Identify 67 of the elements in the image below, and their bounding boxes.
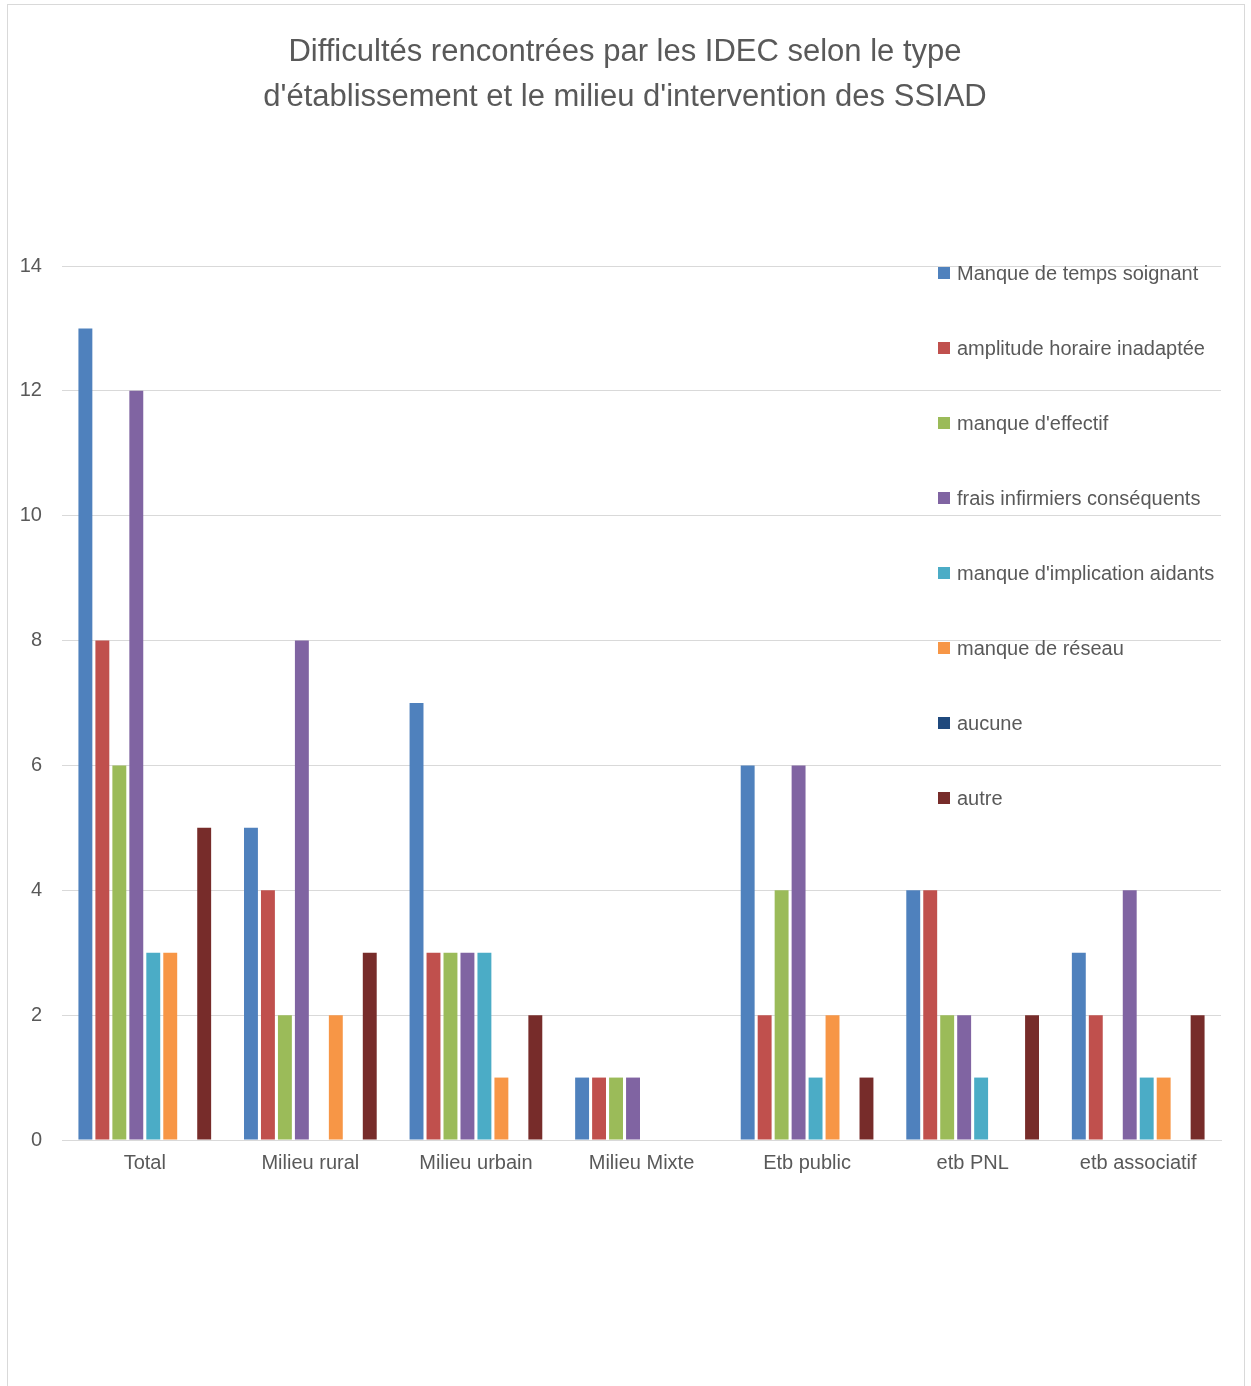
bar <box>957 1015 972 1140</box>
bar <box>791 765 806 1140</box>
bar <box>1088 1015 1103 1140</box>
bar <box>477 952 492 1140</box>
legend-label: frais infirmiers conséquents <box>957 487 1201 510</box>
bar <box>592 1077 607 1140</box>
legend-label: amplitude horaire inadaptée <box>957 337 1205 360</box>
legend-label: manque d'effectif <box>957 412 1109 435</box>
bar <box>426 952 441 1140</box>
bar <box>112 765 127 1140</box>
bar <box>163 952 178 1140</box>
bar <box>78 328 93 1140</box>
bar <box>757 1015 772 1140</box>
bar <box>460 952 475 1140</box>
bar <box>1139 1077 1154 1140</box>
x-tick-label: Etb public <box>763 1150 851 1173</box>
bar <box>197 827 212 1140</box>
y-tick-label: 10 <box>19 503 42 526</box>
bar <box>940 1015 955 1140</box>
legend-label: aucune <box>957 712 1023 735</box>
bar <box>260 890 275 1140</box>
x-tick-label: etb PNL <box>936 1150 1009 1173</box>
bar <box>626 1077 640 1140</box>
bar <box>409 703 424 1140</box>
y-tick-label: 14 <box>19 253 42 276</box>
bar <box>1025 1015 1039 1140</box>
bar <box>494 1077 509 1140</box>
bar <box>328 1015 343 1140</box>
bar <box>1071 952 1086 1140</box>
bar <box>906 890 921 1140</box>
y-tick-label: 12 <box>19 378 42 401</box>
bar <box>774 890 789 1140</box>
bar <box>129 390 144 1140</box>
legend-label: autre <box>957 787 1003 810</box>
x-tick-label: etb associatif <box>1079 1150 1198 1173</box>
bar <box>294 640 309 1140</box>
y-tick-label: 2 <box>30 1002 42 1025</box>
bar <box>859 1077 874 1140</box>
bar <box>277 1015 292 1140</box>
bar <box>528 1015 543 1140</box>
legend-label: manque de réseau <box>957 637 1124 660</box>
bar <box>609 1077 623 1140</box>
bar <box>740 765 755 1140</box>
bar <box>974 1077 989 1140</box>
bar <box>1156 1077 1171 1140</box>
legend-label: manque d'implication aidants <box>957 562 1215 585</box>
bar <box>146 952 161 1140</box>
bar <box>244 827 258 1140</box>
x-tick-label: Total <box>123 1150 166 1173</box>
bar <box>1190 1015 1205 1140</box>
x-tick-label: Milieu urbain <box>419 1150 533 1173</box>
chart-title: Difficultés rencontrées par les IDEC selon le type d'établissement et le milieu d'intervention des SSIAD <box>262 32 988 115</box>
bar <box>362 952 377 1140</box>
y-tick-label: 6 <box>30 752 42 775</box>
y-tick-label: 0 <box>30 1127 42 1150</box>
y-tick-label: 4 <box>30 877 42 900</box>
x-tick-label: Milieu rural <box>261 1150 360 1173</box>
bar <box>1122 890 1137 1140</box>
bar <box>825 1015 840 1140</box>
y-tick-label: 8 <box>30 628 42 651</box>
bar <box>575 1077 590 1140</box>
bar <box>808 1077 823 1140</box>
bar <box>95 640 110 1140</box>
x-tick-label: Milieu Mixte <box>588 1150 695 1173</box>
bar <box>443 952 458 1140</box>
legend-label: Manque de temps soignant <box>957 262 1199 285</box>
bar <box>923 890 938 1140</box>
